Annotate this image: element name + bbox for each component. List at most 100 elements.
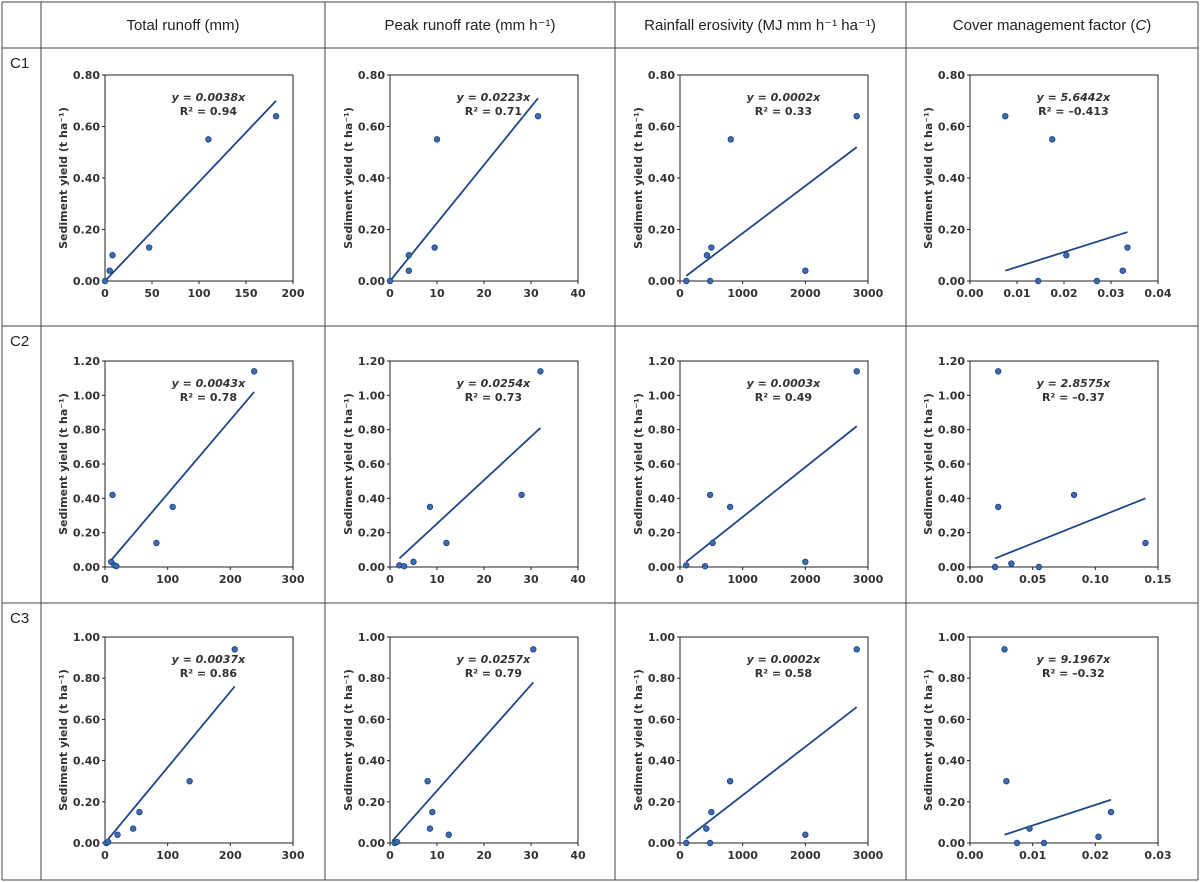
x-tick-label: 200 (282, 287, 305, 300)
y-tick-label: 0.00 (358, 837, 385, 850)
y-tick-label: 0.80 (358, 672, 385, 685)
x-tick-label: 3000 (853, 849, 884, 862)
y-tick-label: 0.00 (358, 561, 385, 574)
r-squared-label: R² = 0.58 (755, 667, 812, 680)
x-tick-label: 2000 (790, 573, 821, 586)
regression-equation: y = 0.0043x (172, 377, 246, 390)
data-point (1093, 277, 1101, 285)
data-point (386, 277, 394, 285)
r-squared-label: R² = 0.79 (465, 667, 522, 680)
data-point (683, 562, 690, 569)
y-tick-label: 0.80 (358, 69, 385, 82)
x-tick-label: 0 (101, 573, 109, 586)
y-tick-label: 0.80 (73, 672, 100, 685)
x-tick-label: 30 (523, 849, 539, 862)
y-axis-label: Sediment yield (t ha⁻¹) (632, 669, 645, 811)
row-label-c1: C1 (10, 55, 29, 72)
y-tick-label: 0.20 (358, 527, 385, 540)
y-axis-label: Sediment yield (t ha⁻¹) (342, 107, 355, 249)
y-tick-label: 0.20 (73, 796, 100, 809)
regression-line (685, 146, 858, 277)
x-tick-label: 0.04 (1144, 287, 1171, 300)
y-tick-label: 0.20 (938, 527, 965, 540)
regression-equation: y = 0.0037x (172, 653, 246, 666)
regression-line (110, 391, 255, 561)
y-tick-label: 1.00 (358, 389, 385, 402)
y-tick-label: 1.00 (938, 389, 965, 402)
x-tick-label: 0 (386, 287, 394, 300)
r-squared-label: R² = 0.33 (755, 105, 812, 118)
y-tick-label: 1.20 (73, 355, 100, 368)
column-header-peak-runoff-rate: Peak runoff rate (mm h⁻¹) (384, 17, 555, 34)
data-point (534, 112, 542, 120)
plot-c1-erosivity: 0.00 0.20 0.40 0.60 0.80 0 1000 2000 3000 Sedimen… (632, 69, 884, 300)
y-tick-label: 1.00 (73, 631, 100, 644)
data-point (701, 562, 709, 570)
data-point (250, 368, 258, 375)
r-squared-label: R² = –0.37 (1042, 391, 1105, 404)
x-tick-label: 10 (429, 849, 445, 862)
data-point (113, 562, 120, 570)
regression-equation: y = 0.0254x (457, 377, 531, 390)
x-tick-label: 20 (476, 287, 492, 300)
x-tick-label: 30 (523, 573, 539, 586)
x-tick-label: 0.01 (1003, 287, 1030, 300)
plot-c2-runoff: 0.00 0.20 0.40 0.60 0.80 1.00 1.20 0 100 200 300 Se… (57, 355, 305, 586)
data-point (802, 558, 809, 566)
column-header-cover-management-factor: Cover management factor (C) (953, 17, 1151, 34)
x-tick-label: 0.00 (956, 849, 983, 862)
plot-c2-cover: 0.00 0.20 0.40 0.60 0.80 1.00 1.20 0.00 0.05 0.10… (922, 355, 1172, 586)
y-axis-label: Sediment yield (t ha⁻¹) (922, 669, 935, 811)
plot-frame (104, 636, 294, 844)
x-tick-label: 0 (676, 573, 684, 586)
data-point (136, 808, 143, 816)
data-point (1003, 778, 1010, 785)
y-tick-label: 0.60 (938, 713, 965, 726)
y-tick-label: 0.80 (648, 69, 675, 82)
y-tick-label: 0.00 (648, 275, 675, 288)
y-tick-label: 1.00 (73, 389, 100, 402)
x-tick-label: 200 (219, 849, 242, 862)
x-tick-label: 0 (676, 287, 684, 300)
x-tick-label: 10 (429, 573, 445, 586)
regression-line (994, 497, 1146, 560)
data-point (708, 244, 715, 251)
plot-frame (679, 636, 869, 844)
data-point (1002, 112, 1009, 120)
data-point (1034, 277, 1042, 285)
y-tick-label: 0.00 (648, 561, 675, 574)
data-point (1040, 839, 1048, 847)
data-point (410, 558, 417, 566)
data-point (1008, 560, 1015, 567)
data-point (1107, 808, 1115, 816)
x-tick-label: 0.10 (1082, 573, 1109, 586)
x-tick-label: 0.02 (1050, 287, 1077, 300)
regression-equation: y = 0.0002x (747, 91, 821, 104)
x-tick-label: 300 (282, 849, 305, 862)
y-tick-label: 0.40 (648, 492, 675, 505)
data-point (109, 252, 116, 259)
y-tick-label: 0.40 (358, 755, 385, 768)
x-tick-label: 150 (235, 287, 258, 300)
x-tick-label: 0.00 (956, 573, 983, 586)
data-point (1049, 136, 1056, 143)
y-tick-label: 0.40 (648, 172, 675, 185)
data-point (853, 112, 860, 120)
data-point (109, 491, 116, 499)
x-tick-label: 20 (476, 573, 492, 586)
regression-equation: y = 5.6442x (1037, 91, 1111, 104)
data-point (683, 277, 690, 285)
y-tick-label: 0.60 (938, 121, 965, 134)
x-tick-label: 50 (144, 287, 160, 300)
regression-line (685, 425, 858, 563)
y-tick-label: 0.40 (73, 755, 100, 768)
regression-line (398, 427, 542, 560)
x-tick-label: 40 (570, 849, 586, 862)
data-point (703, 825, 710, 832)
data-point (1026, 825, 1033, 832)
regression-equation: y = 0.0223x (457, 91, 531, 104)
data-point (405, 252, 412, 259)
r-squared-label: R² = 0.94 (180, 105, 238, 118)
regression-equation: y = 9.1967x (1037, 653, 1111, 666)
data-point (101, 277, 109, 285)
